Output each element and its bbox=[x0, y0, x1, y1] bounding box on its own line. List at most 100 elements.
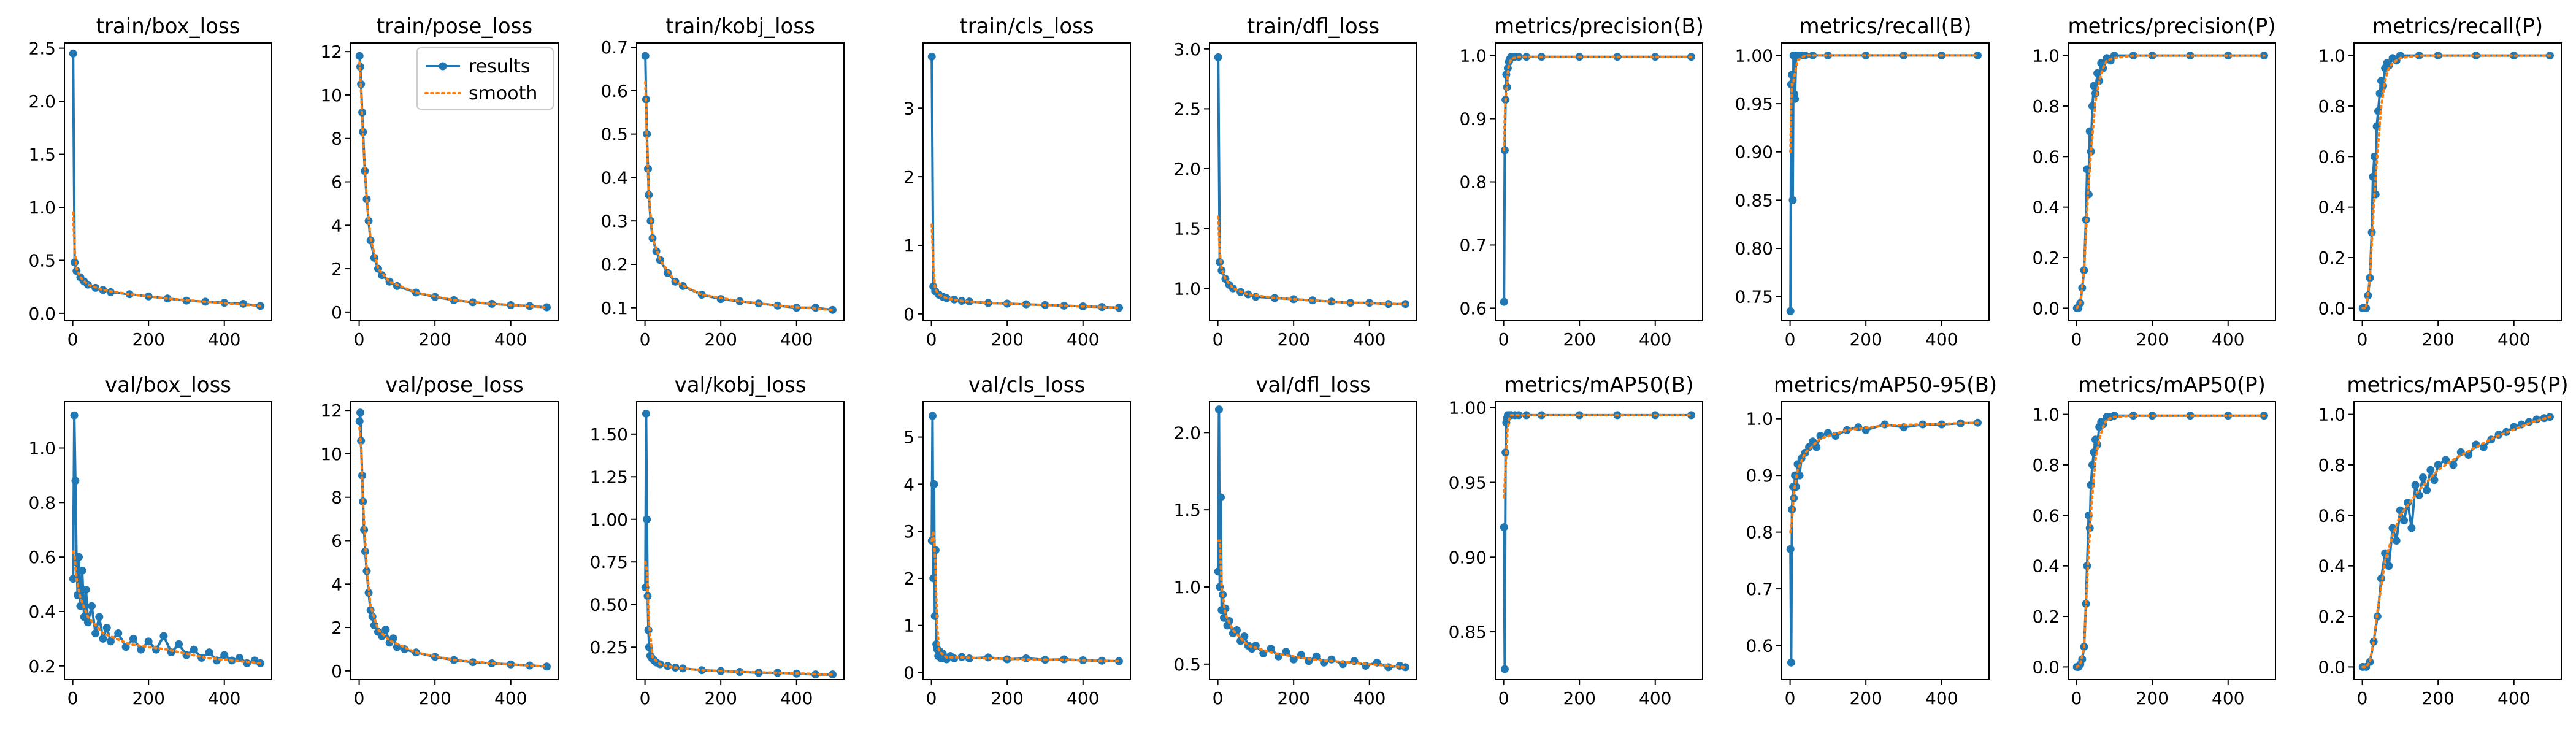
x-tick-label: 200 bbox=[1563, 688, 1595, 708]
data-point-results bbox=[2093, 69, 2102, 77]
legend-label-results: results bbox=[469, 56, 531, 77]
y-tick-label: 0.25 bbox=[590, 637, 628, 657]
x-tick-label: 200 bbox=[418, 688, 451, 708]
chart-title-val-box-loss: val/box_loss bbox=[105, 373, 231, 397]
y-tick-label: 2.5 bbox=[28, 39, 56, 59]
x-tick-label: 0 bbox=[67, 329, 79, 350]
x-tick-label: 200 bbox=[991, 329, 1023, 350]
series-line-smooth bbox=[2361, 415, 2551, 669]
x-tick-label: 200 bbox=[1277, 329, 1309, 350]
y-tick-label: 2.0 bbox=[1173, 159, 1201, 179]
chart-title-train-cls-loss: train/cls_loss bbox=[959, 14, 1094, 39]
y-tick-label: 1.5 bbox=[1173, 219, 1201, 239]
x-tick-label: 0 bbox=[1213, 329, 1224, 350]
x-tick-label: 200 bbox=[132, 688, 164, 708]
chart-title-val-cls-loss: val/cls_loss bbox=[968, 373, 1085, 397]
series-line-smooth bbox=[358, 61, 548, 309]
series-line-smooth bbox=[1503, 413, 1693, 499]
legend-label-smooth: smooth bbox=[469, 83, 537, 104]
y-tick-label: 4 bbox=[903, 474, 914, 494]
x-tick-label: 400 bbox=[2212, 329, 2244, 350]
y-tick-label: 2.5 bbox=[1173, 99, 1201, 119]
data-point-results bbox=[71, 477, 80, 485]
data-point-results bbox=[1060, 301, 1068, 310]
data-point-results bbox=[71, 258, 79, 267]
y-tick-label: 0.90 bbox=[1735, 142, 1773, 163]
axes-frame bbox=[64, 401, 272, 680]
y-tick-label: 1.0 bbox=[2318, 46, 2345, 66]
data-point-results bbox=[1327, 297, 1336, 306]
axes-frame bbox=[2353, 401, 2562, 680]
y-tick-label: 0.8 bbox=[2318, 96, 2345, 117]
axes-frame bbox=[2068, 42, 2276, 321]
plot-area bbox=[641, 52, 837, 314]
y-tick-label: 0 bbox=[903, 662, 914, 683]
data-point-results bbox=[355, 417, 364, 426]
y-tick-label: 2 bbox=[903, 569, 914, 589]
data-point-results bbox=[1973, 51, 1982, 59]
axes-frame bbox=[2353, 42, 2562, 321]
y-tick-label: 3 bbox=[903, 521, 914, 542]
x-tick-label: 0 bbox=[1785, 329, 1796, 350]
x-tick-label: 400 bbox=[1639, 688, 1671, 708]
data-point-results bbox=[1500, 523, 1508, 532]
plot-area bbox=[927, 412, 1123, 665]
x-tick-label: 200 bbox=[1563, 329, 1595, 350]
legend-marker-results bbox=[439, 62, 447, 71]
y-tick-label: 0.0 bbox=[2032, 298, 2060, 318]
series-line-smooth bbox=[72, 550, 262, 665]
x-tick-label: 0 bbox=[354, 329, 365, 350]
data-point-results bbox=[1060, 655, 1068, 664]
plot-area bbox=[1786, 418, 1982, 667]
chart-title-val-kobj-loss: val/kobj_loss bbox=[675, 373, 807, 397]
y-tick-label: 0.2 bbox=[2318, 248, 2345, 268]
x-tick-label: 0 bbox=[1498, 329, 1509, 350]
x-tick-label: 400 bbox=[1067, 329, 1099, 350]
data-point-results bbox=[664, 662, 672, 670]
data-point-results bbox=[2385, 562, 2393, 570]
x-tick-label: 400 bbox=[494, 329, 527, 350]
y-tick-label: 1 bbox=[903, 236, 914, 256]
data-point-results bbox=[175, 640, 183, 648]
data-point-results bbox=[2091, 89, 2099, 98]
data-point-results bbox=[1792, 483, 1800, 491]
data-point-results bbox=[1687, 411, 1695, 420]
y-tick-label: 0.95 bbox=[1735, 94, 1773, 114]
x-tick-label: 200 bbox=[2421, 329, 2454, 350]
chart-title-train-box-loss: train/box_loss bbox=[96, 14, 240, 39]
data-point-results bbox=[129, 634, 137, 643]
y-tick-label: 0.5 bbox=[600, 125, 628, 145]
plot-area bbox=[1500, 411, 1695, 673]
x-tick-label: 0 bbox=[2357, 329, 2368, 350]
y-tick-label: 0.5 bbox=[1173, 654, 1201, 675]
series-line-smooth bbox=[1789, 54, 1979, 153]
subplot-5: metrics/precision(B) 0 200 400 0.6 0.7 0.8 0.9 1… bbox=[1459, 14, 1703, 350]
data-point-results bbox=[2449, 461, 2458, 469]
y-tick-label: 0.8 bbox=[2032, 96, 2060, 117]
y-tick-label: 0.4 bbox=[600, 167, 628, 188]
plot-area bbox=[69, 49, 264, 310]
data-point-results bbox=[125, 290, 134, 299]
plot-area bbox=[1500, 53, 1695, 306]
x-tick-label: 0 bbox=[1785, 688, 1796, 708]
chart-title-train-kobj-loss: train/kobj_loss bbox=[665, 14, 815, 39]
data-point-results bbox=[205, 648, 213, 657]
x-tick-label: 200 bbox=[418, 329, 451, 350]
data-point-results bbox=[1788, 196, 1797, 204]
data-point-results bbox=[106, 637, 115, 646]
data-point-results bbox=[2434, 461, 2442, 469]
subplot-10: val/pose_loss 0 200 400 0 2 4 6 8 10 12 bbox=[320, 373, 559, 708]
subplot-8: metrics/recall(P) 0 200 400 0.0 0.2 0.4 0.6 0.8 1… bbox=[2318, 14, 2562, 350]
y-tick-label: 12 bbox=[320, 42, 342, 62]
x-tick-label: 400 bbox=[494, 688, 527, 708]
chart-title-train-dfl-loss: train/dfl_loss bbox=[1247, 14, 1379, 39]
y-tick-label: 1.0 bbox=[28, 197, 56, 218]
series-line-smooth bbox=[1217, 215, 1407, 305]
subplot-12: val/cls_loss 0 200 400 0 1 2 3 4 5 bbox=[903, 373, 1131, 708]
x-tick-label: 400 bbox=[208, 329, 240, 350]
subplot-17: metrics/mAP50-95(P) 0 200 400 0.0 0.2 0.4 0.6 0.… bbox=[2318, 373, 2568, 708]
x-tick-label: 200 bbox=[132, 329, 164, 350]
data-point-results bbox=[644, 626, 653, 634]
y-tick-label: 3.0 bbox=[1173, 39, 1201, 59]
